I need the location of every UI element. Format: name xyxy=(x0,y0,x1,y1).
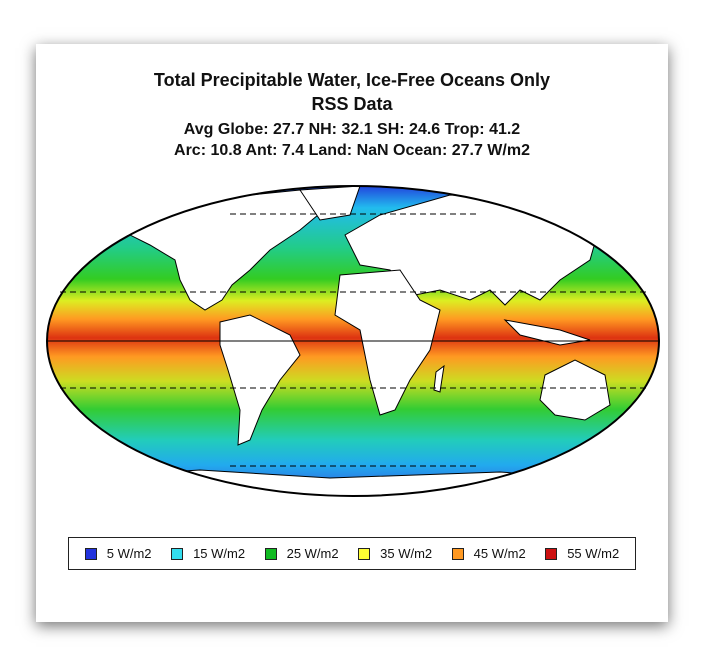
legend-item: 35 W/m2 xyxy=(358,546,432,561)
legend-item: 5 W/m2 xyxy=(84,546,152,561)
legend-swatch xyxy=(545,547,558,560)
legend-label: 5 W/m2 xyxy=(106,546,152,561)
south-america xyxy=(219,314,301,446)
greenland xyxy=(299,186,361,221)
stats-line-2: Arc: 10.8 Ant: 7.4 Land: NaN Ocean: 27.7… xyxy=(174,142,530,159)
legend-label: 55 W/m2 xyxy=(567,546,620,561)
legend-item: 55 W/m2 xyxy=(545,546,619,561)
legend-swatch xyxy=(84,547,97,560)
madagascar xyxy=(433,364,445,393)
indonesia xyxy=(503,319,591,346)
legend-swatch xyxy=(171,547,184,560)
australia xyxy=(539,359,611,421)
map-subtitle: RSS Data xyxy=(311,94,393,114)
legend-item: 15 W/m2 xyxy=(171,546,245,561)
legend-swatch xyxy=(451,547,464,560)
legend-swatch xyxy=(264,547,277,560)
legend-item: 45 W/m2 xyxy=(451,546,526,561)
legend-label: 15 W/m2 xyxy=(193,546,246,561)
legend-label: 35 W/m2 xyxy=(380,546,433,561)
legend-swatch xyxy=(358,547,371,560)
map-outline xyxy=(46,185,660,497)
stats-line-1: Avg Globe: 27.7 NH: 32.1 SH: 24.6 Trop: … xyxy=(183,121,521,138)
legend: 5 W/m2 15 W/m2 25 W/m2 35 W/m2 45 W/m2 55 W/m… xyxy=(68,537,636,570)
legend-label: 45 W/m2 xyxy=(473,546,526,561)
latitude-lines xyxy=(47,213,659,467)
map-title: Total Precipitable Water, Ice-Free Ocean… xyxy=(153,70,551,90)
legend-item: 25 W/m2 xyxy=(264,546,339,561)
africa xyxy=(334,269,441,416)
legend-label: 25 W/m2 xyxy=(286,546,339,561)
